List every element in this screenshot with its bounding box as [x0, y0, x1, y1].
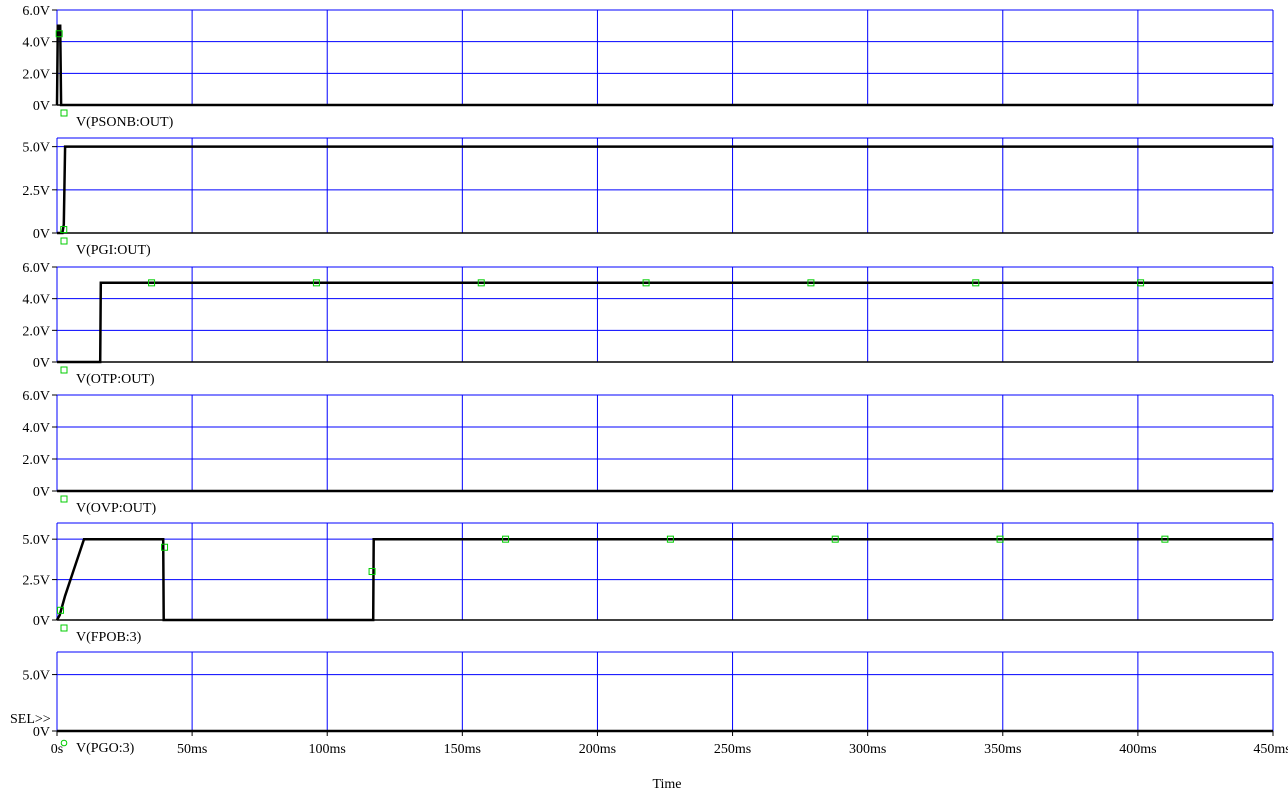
- x-tick-label: 150ms: [444, 742, 481, 757]
- y-tick-label: 5.0V: [22, 533, 50, 548]
- trace-marker: [807, 279, 815, 287]
- y-tick-label: 2.0V: [22, 67, 50, 82]
- waveform-panel[interactable]: 0V 5.0V V(PGO:3): [22, 651, 1274, 756]
- x-tick-label: 200ms: [579, 742, 616, 757]
- time-axis-label: Time: [652, 777, 681, 792]
- y-tick-label: 0V: [33, 227, 50, 242]
- trace-marker: [148, 279, 156, 287]
- trace-marker: [477, 279, 485, 287]
- x-tick-label: 250ms: [714, 742, 751, 757]
- waveform-panels: 0V 2.0V 4.0V 6.0V V(PSONB:OUT) 0V 2.5V 5.0V V(PG…: [22, 4, 1274, 756]
- trace-legend-label[interactable]: V(FPOB:3): [76, 630, 142, 645]
- time-axis: 0s 50ms 100ms 150ms 200ms 250ms 300ms 350ms 400m…: [51, 731, 1288, 757]
- x-tick-label: 0s: [51, 742, 63, 757]
- waveform-panel[interactable]: 0V 2.5V 5.0V V(FPOB:3): [22, 522, 1274, 645]
- x-tick-label: 450ms: [1253, 742, 1288, 757]
- y-tick-label: 0V: [33, 99, 50, 114]
- y-tick-label: 5.0V: [22, 669, 50, 684]
- legend-marker: [60, 495, 68, 503]
- trace-legend-label[interactable]: V(OTP:OUT): [76, 372, 155, 387]
- trace-marker: [972, 279, 980, 287]
- y-tick-label: 6.0V: [22, 261, 50, 276]
- trace-legend-label[interactable]: V(PSONB:OUT): [76, 115, 174, 130]
- sel-marker[interactable]: SEL>>: [10, 712, 51, 727]
- legend-marker: [60, 109, 68, 117]
- y-tick-label: 0V: [33, 725, 50, 740]
- y-tick-label: 0V: [33, 485, 50, 500]
- y-tick-label: 5.0V: [22, 141, 50, 156]
- y-tick-label: 2.0V: [22, 453, 50, 468]
- trace-marker: [666, 535, 674, 543]
- waveform-panel[interactable]: 0V 2.5V 5.0V V(PGI:OUT): [22, 137, 1274, 258]
- trace-marker: [161, 543, 169, 551]
- legend-marker: [60, 366, 68, 374]
- trace-marker: [57, 606, 65, 614]
- trace-legend-label[interactable]: V(OVP:OUT): [76, 501, 156, 516]
- x-tick-label: 350ms: [984, 742, 1021, 757]
- legend-marker: [60, 739, 68, 747]
- y-tick-label: 0V: [33, 614, 50, 629]
- trace-marker: [60, 226, 68, 234]
- x-tick-label: 300ms: [849, 742, 886, 757]
- trace-marker: [642, 279, 650, 287]
- y-tick-label: 4.0V: [22, 421, 50, 436]
- y-tick-label: 0V: [33, 356, 50, 371]
- y-tick-label: 6.0V: [22, 4, 50, 19]
- x-tick-label: 100ms: [309, 742, 346, 757]
- trace-marker: [831, 535, 839, 543]
- y-tick-label: 2.5V: [22, 574, 50, 589]
- trace-marker: [502, 535, 510, 543]
- waveform-trace[interactable]: [55, 24, 1273, 107]
- trace-legend-label[interactable]: V(PGI:OUT): [76, 243, 151, 258]
- trace-marker: [996, 535, 1004, 543]
- trace-marker: [312, 279, 320, 287]
- waveform-panel[interactable]: 0V 2.0V 4.0V 6.0V V(PSONB:OUT): [22, 4, 1274, 130]
- trace-marker: [1137, 279, 1145, 287]
- x-tick-label: 400ms: [1119, 742, 1156, 757]
- x-tick-label: 50ms: [177, 742, 207, 757]
- legend-marker: [60, 237, 68, 245]
- trace-marker: [1161, 535, 1169, 543]
- waveform-panel[interactable]: 0V 2.0V 4.0V 6.0V V(OTP:OUT): [22, 261, 1274, 387]
- y-tick-label: 4.0V: [22, 293, 50, 308]
- waveform-trace[interactable]: [55, 537, 1273, 622]
- y-tick-label: 2.5V: [22, 184, 50, 199]
- trace-marker: [368, 568, 376, 575]
- waveform-trace[interactable]: [57, 281, 1273, 364]
- y-tick-label: 4.0V: [22, 36, 50, 51]
- y-tick-label: 6.0V: [22, 389, 50, 404]
- waveform-panel[interactable]: 0V 2.0V 4.0V 6.0V V(OVP:OUT): [22, 389, 1274, 516]
- trace-legend-label[interactable]: V(PGO:3): [76, 741, 135, 756]
- trace-marker: [55, 30, 63, 38]
- legend-marker: [60, 624, 68, 632]
- y-tick-label: 2.0V: [22, 324, 50, 339]
